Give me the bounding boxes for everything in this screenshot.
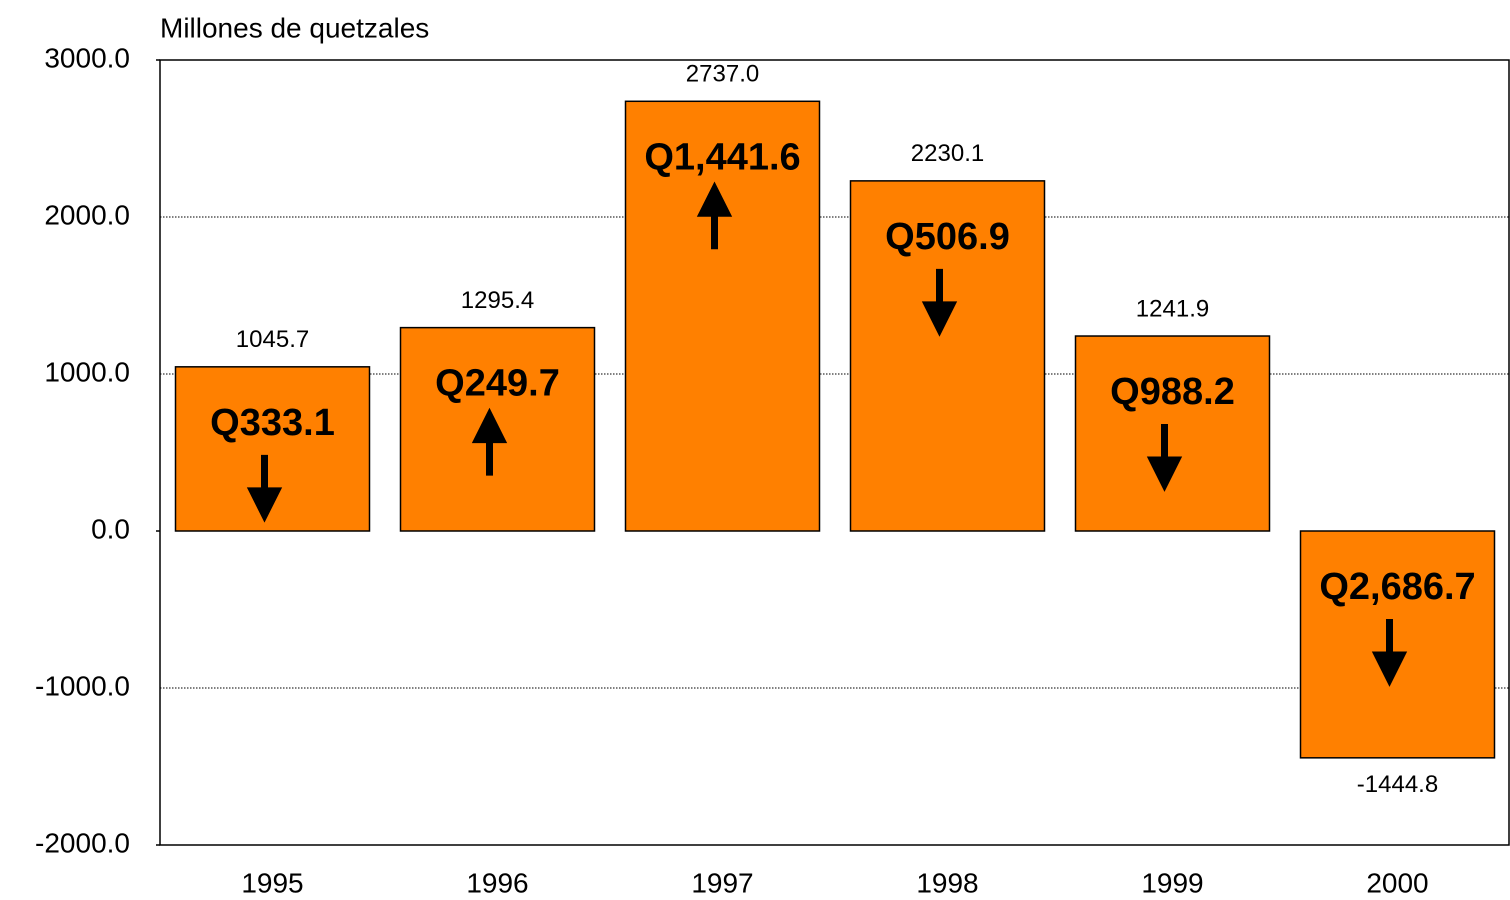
y-tick-label: -2000.0: [35, 827, 130, 858]
y-tick-label: 3000.0: [44, 42, 130, 73]
annotation: Q988.2: [1110, 371, 1235, 413]
x-tick-label: 1998: [916, 867, 978, 898]
x-tick-label: 1999: [1141, 867, 1203, 898]
y-tick-label: 1000.0: [44, 356, 130, 387]
value-label: -1444.8: [1357, 771, 1438, 798]
value-label: 1295.4: [461, 287, 534, 314]
bar: [1299, 530, 1496, 759]
bar: [624, 100, 821, 532]
value-label: 2737.0: [686, 61, 759, 88]
x-tick-label: 1996: [466, 867, 528, 898]
plot-frame: [159, 59, 1510, 846]
annotation-arrow: [471, 407, 508, 476]
value-label: 1045.7: [236, 326, 309, 353]
bar: [849, 180, 1046, 532]
x-tick-label: 1997: [691, 867, 753, 898]
annotation: Q333.1: [210, 402, 335, 444]
annotation-arrow: [696, 181, 733, 250]
annotation: Q249.7: [435, 363, 560, 405]
annotation-arrow: [1371, 619, 1408, 687]
annotation: Q2,686.7: [1319, 566, 1475, 608]
x-tick-label: 2000: [1366, 867, 1428, 898]
annotation: Q1,441.6: [644, 136, 800, 178]
annotation-arrow: [1146, 424, 1183, 492]
y-tick-label: 0.0: [91, 513, 130, 544]
y-tick-label: -1000.0: [35, 670, 130, 701]
value-label: 2230.1: [911, 140, 984, 167]
value-label: 1241.9: [1136, 295, 1209, 322]
annotation-arrow: [246, 454, 283, 523]
annotation: Q506.9: [885, 216, 1010, 258]
y-axis-title: Millones de quetzales: [160, 12, 429, 43]
y-tick-label: 2000.0: [44, 199, 130, 230]
x-tick-label: 1995: [241, 867, 303, 898]
bar: [1074, 335, 1271, 532]
annotation-arrow: [921, 268, 958, 337]
